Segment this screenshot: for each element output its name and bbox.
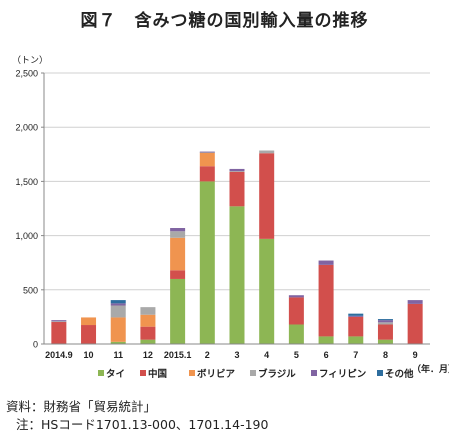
- bar-segment-3-2: [81, 317, 97, 326]
- bar-segment-4-8: [259, 150, 275, 154]
- bar-segment-2-5: [170, 270, 186, 279]
- bar-segment-4-3: [110, 305, 126, 318]
- bar-segment-5-11: [348, 315, 364, 317]
- axes: [41, 72, 430, 345]
- legend-label: 中国: [148, 368, 167, 380]
- legend-swatch: [377, 370, 383, 376]
- legend-swatch: [140, 370, 146, 376]
- bar-segment-4-4: [140, 307, 156, 315]
- bar-segment-5-9: [288, 295, 304, 298]
- bar-segment-2-11: [348, 316, 364, 337]
- bar-segment-2-1: [51, 321, 67, 344]
- legend-swatch: [98, 370, 104, 376]
- x-tick-label: 8: [383, 350, 388, 360]
- bar-segment-6-3: [110, 300, 126, 304]
- bar-segment-2-12: [377, 324, 393, 340]
- bar-segment-3-5: [170, 237, 186, 271]
- bar-segment-2-13: [407, 303, 423, 344]
- bar-segment-3-3: [110, 317, 126, 342]
- bar-segment-2-7: [229, 171, 245, 207]
- bar-segment-1-9: [288, 324, 304, 344]
- x-tick-label: 12: [143, 350, 153, 360]
- legend-label: その他: [385, 368, 414, 380]
- figure-title: 図７ 含みつ糖の国別輸入量の推移: [80, 11, 369, 31]
- x-tick-label: 3: [234, 350, 239, 360]
- bar-segment-6-11: [348, 313, 364, 316]
- bar-segment-5-6: [199, 151, 215, 153]
- legend-label: タイ: [106, 368, 125, 380]
- bar-segment-5-1: [51, 320, 67, 322]
- bar-segment-5-10: [318, 260, 334, 265]
- y-tick-label: 0: [33, 340, 38, 350]
- x-tick-label: 5: [294, 350, 299, 360]
- x-tick-label: 9: [413, 350, 418, 360]
- x-axis-label: （年．月）: [412, 363, 449, 375]
- bar-segment-1-8: [259, 238, 275, 344]
- legend-swatch: [311, 370, 317, 376]
- bar-segment-5-13: [407, 300, 423, 304]
- y-tick-label: 2,000: [15, 123, 38, 133]
- bar-segment-2-2: [81, 325, 97, 344]
- bar-segment-3-6: [199, 152, 215, 167]
- bar-segment-3-4: [140, 314, 156, 327]
- bar-segment-1-10: [318, 336, 334, 344]
- bar-segment-2-6: [199, 166, 215, 182]
- bar-segment-6-12: [377, 319, 393, 321]
- bar-segment-1-7: [229, 206, 245, 344]
- x-tick-label: 11: [113, 350, 123, 360]
- bar-segment-1-5: [170, 278, 186, 344]
- bar-segment-2-4: [140, 326, 156, 340]
- bar-segment-4-1: [51, 321, 67, 323]
- bar-segment-4-5: [170, 231, 186, 238]
- legend-label: ボリビア: [197, 368, 236, 380]
- x-tick-label: 6: [324, 350, 329, 360]
- x-tick-label: 2: [205, 350, 210, 360]
- bar-segment-1-6: [199, 181, 215, 344]
- bar-segment-4-6: [199, 152, 215, 153]
- legend-label: ブラジル: [258, 368, 296, 380]
- x-tick-label: 10: [84, 350, 94, 360]
- legend-swatch: [250, 370, 256, 376]
- y-tick-label: 1,000: [15, 231, 38, 241]
- x-tick-label: 2014.9: [45, 350, 73, 360]
- bar-stacks: [51, 150, 423, 344]
- legend-label: フィリピン: [319, 368, 366, 380]
- source-note: 資料：財務省「貿易統計」: [6, 399, 157, 414]
- bar-segment-2-8: [259, 153, 275, 239]
- y-tick-label: 2,500: [15, 69, 38, 79]
- bar-segment-1-11: [348, 336, 364, 344]
- legend-swatch: [189, 370, 195, 376]
- x-tick-label: 7: [353, 350, 358, 360]
- bar-segment-1-3: [110, 341, 126, 344]
- bar-segment-4-7: [229, 171, 245, 172]
- y-tick-labels: 0 500 1,000 1,500 2,000 2,500: [15, 69, 38, 350]
- bar-segment-1-12: [377, 339, 393, 344]
- y-tick-label: 1,500: [15, 177, 38, 187]
- bar-segment-5-12: [377, 320, 393, 323]
- bar-segment-5-5: [170, 228, 186, 232]
- y-axis-label: （トン）: [12, 55, 48, 66]
- bar-segment-2-9: [288, 297, 304, 325]
- bar-segment-5-3: [110, 303, 126, 306]
- bar-segment-2-10: [318, 264, 334, 337]
- x-tick-labels: 2014.9 10 11 12 2015.1 2 3 4 5 6 7 8 9: [45, 350, 418, 360]
- y-tick-label: 500: [23, 285, 38, 295]
- bar-segment-4-12: [377, 322, 393, 325]
- bar-segment-1-4: [140, 339, 156, 344]
- hs-code-note: 注：HSコード1701.13-000、1701.14-190: [16, 417, 269, 432]
- x-tick-label: 2015.1: [164, 350, 192, 360]
- legend: タイ 中国 ボリビア ブラジル フィリピン その他: [98, 368, 414, 380]
- x-tick-label: 4: [264, 350, 269, 360]
- bar-segment-5-7: [229, 168, 245, 172]
